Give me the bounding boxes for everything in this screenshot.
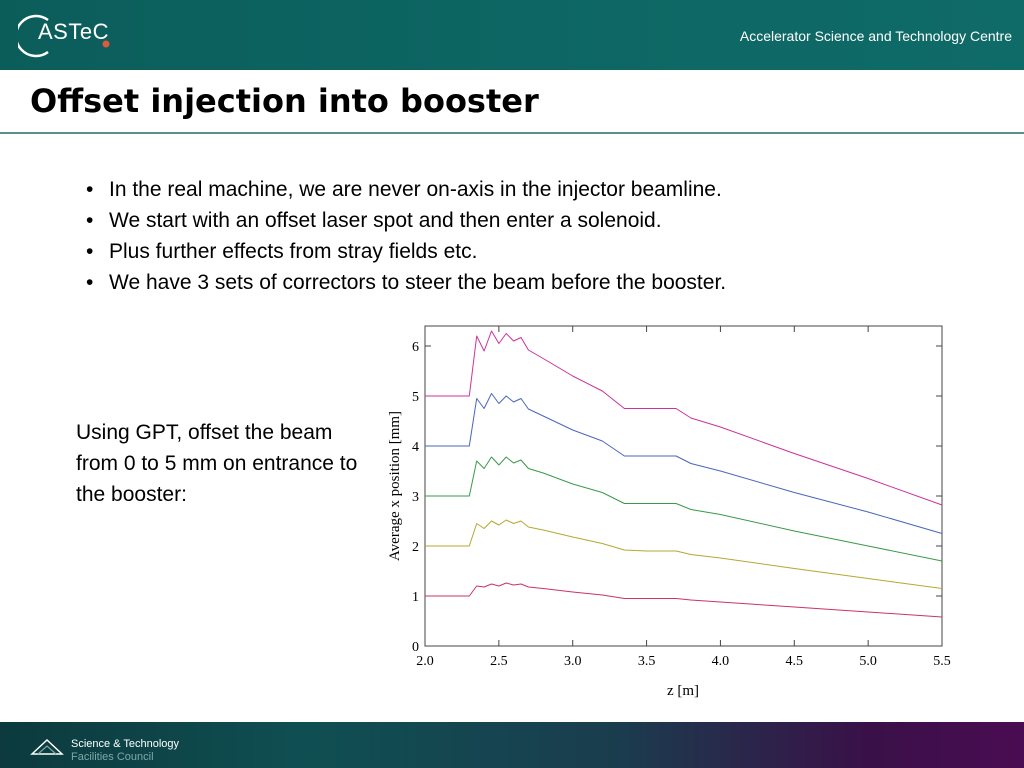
bullet-item: We start with an offset laser spot and t… bbox=[86, 205, 726, 236]
series-line-1 bbox=[425, 582, 943, 618]
x-tick-label: 3.0 bbox=[564, 654, 582, 669]
series-line-3 bbox=[425, 456, 943, 562]
stfc-name: Science & Technology Facilities Council bbox=[71, 738, 179, 764]
slide-title: Offset injection into booster bbox=[30, 82, 539, 120]
y-tick-label: 3 bbox=[412, 490, 419, 505]
plot-frame bbox=[424, 325, 943, 647]
bullet-list: In the real machine, we are never on-axi… bbox=[86, 174, 726, 298]
offset-chart: 2.0 2.5 3.0 3.5 4.0 4.5 5.0 5.5 0 1 2 3 4 5 6 z [m] Av… bbox=[387, 325, 951, 699]
x-tick-label: 3.5 bbox=[638, 654, 656, 669]
y-tick-label: 6 bbox=[412, 340, 419, 355]
y-tick-label: 2 bbox=[412, 540, 419, 555]
footer-bar bbox=[0, 722, 1024, 768]
y-tick-label: 0 bbox=[412, 640, 419, 655]
header-bar bbox=[0, 0, 1024, 70]
x-tick-label: 5.5 bbox=[933, 654, 951, 669]
bullet-item: Plus further effects from stray fields e… bbox=[86, 236, 726, 267]
x-tick-label: 2.0 bbox=[416, 654, 434, 669]
series-line-2 bbox=[425, 519, 943, 589]
x-tick-label: 4.0 bbox=[712, 654, 730, 669]
side-text: Using GPT, offset the beam from 0 to 5 m… bbox=[76, 421, 358, 506]
logo-text: ASTeC bbox=[38, 19, 109, 44]
y-tick-label: 5 bbox=[412, 390, 419, 405]
astec-logo-icon bbox=[18, 14, 110, 58]
x-axis-label: z [m] bbox=[667, 683, 699, 699]
x-tick-label: 5.0 bbox=[859, 654, 877, 669]
series-line-4 bbox=[425, 393, 943, 534]
stfc-line1: Science & Technology bbox=[71, 738, 180, 750]
title-divider bbox=[0, 132, 1024, 134]
y-axis-label: Average x position [mm] bbox=[387, 411, 403, 561]
stfc-logo-icon bbox=[30, 738, 64, 755]
bullet-item: We have 3 sets of correctors to steer th… bbox=[86, 267, 726, 298]
x-tick-label: 2.5 bbox=[490, 654, 508, 669]
x-tick-label: 4.5 bbox=[786, 654, 804, 669]
bullet-item: In the real machine, we are never on-axi… bbox=[86, 174, 726, 205]
series-line-5 bbox=[425, 330, 943, 506]
org-name: Accelerator Science and Technology Centr… bbox=[739, 28, 1012, 44]
y-tick-label: 1 bbox=[412, 590, 419, 605]
y-tick-label: 4 bbox=[412, 440, 419, 455]
stfc-line2: Facilities Council bbox=[71, 751, 154, 763]
